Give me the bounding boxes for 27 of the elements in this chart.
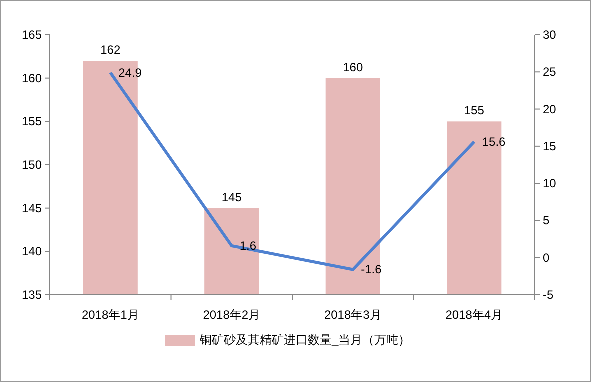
- y2-tick-label: -5: [543, 288, 554, 302]
- data-label: -1.6: [361, 262, 382, 277]
- y-tick-label: 165: [22, 28, 42, 42]
- data-label: 24.9: [118, 66, 142, 80]
- y-tick-label: 145: [22, 201, 42, 216]
- y2-tick-label: 15: [543, 139, 557, 154]
- legend-label: 铜矿砂及其精矿进口数量_当月（万吨）: [199, 333, 411, 347]
- data-label: 162: [100, 43, 121, 57]
- y2-tick-label: 10: [543, 176, 557, 191]
- y-tick-label: 155: [22, 114, 42, 129]
- x-tick-label: 2018年1月: [82, 308, 140, 322]
- y-tick-label: 135: [22, 288, 42, 302]
- y2-tick-label: 0: [543, 250, 550, 265]
- y-tick-label: 140: [22, 244, 42, 259]
- y-tick-label: 150: [22, 158, 42, 172]
- x-tick-label: 2018年2月: [203, 308, 261, 322]
- x-tick-label: 2018年4月: [446, 308, 504, 322]
- data-label: 155: [464, 104, 485, 118]
- data-label: 15.6: [482, 134, 506, 149]
- x-tick-label: 2018年3月: [324, 308, 382, 322]
- y2-tick-label: 5: [543, 214, 550, 228]
- y2-tick-label: 25: [543, 65, 557, 80]
- data-label: 160: [343, 60, 364, 74]
- y-tick-label: 160: [22, 71, 42, 86]
- data-label: 145: [222, 190, 242, 204]
- y2-tick-label: 20: [543, 102, 557, 116]
- y2-tick-label: 30: [543, 28, 557, 42]
